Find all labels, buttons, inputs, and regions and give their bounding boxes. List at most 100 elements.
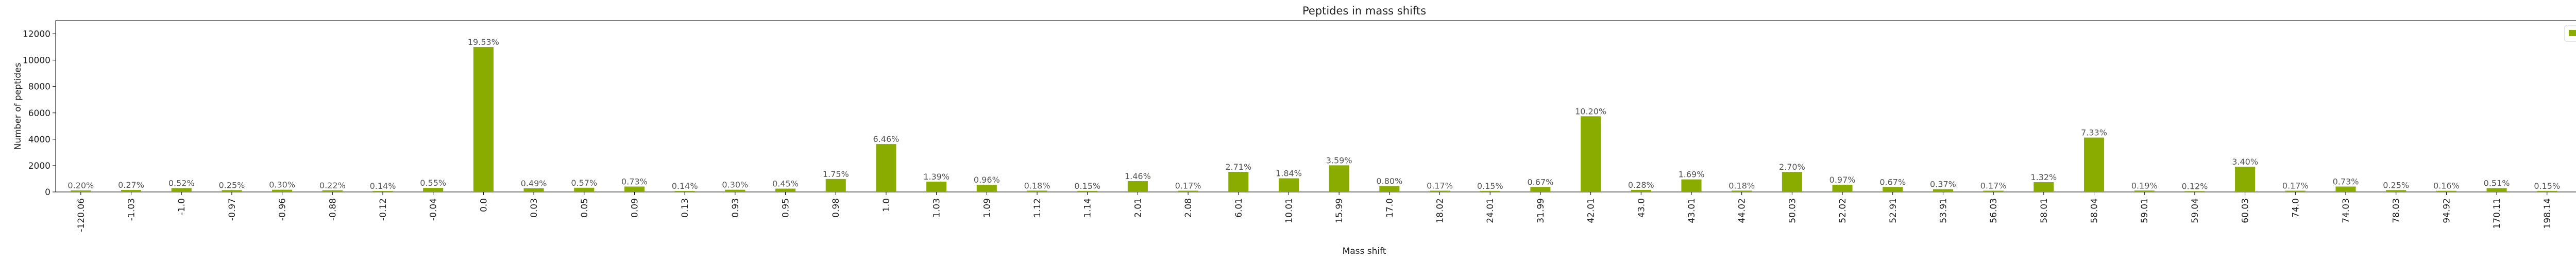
bar-label: 0.17% bbox=[1427, 181, 1453, 191]
x-tick-label: 1.0 bbox=[882, 198, 892, 212]
x-tick-label: 0.93 bbox=[731, 198, 741, 218]
bar-label: 0.30% bbox=[269, 180, 295, 190]
bar-label: 0.18% bbox=[1024, 181, 1050, 190]
bar-label: 1.75% bbox=[823, 169, 849, 179]
x-tick-label: 2.08 bbox=[1183, 198, 1194, 218]
x-tick-label: 10.01 bbox=[1284, 198, 1294, 223]
bar bbox=[2235, 167, 2256, 192]
bar-label: 0.17% bbox=[2282, 181, 2309, 191]
x-tick-label: 17.0 bbox=[1385, 198, 1395, 218]
bar-label: 0.73% bbox=[621, 177, 648, 187]
bar-label: 0.57% bbox=[571, 178, 597, 188]
bar-label: 1.32% bbox=[2030, 172, 2057, 182]
bar bbox=[2285, 190, 2306, 192]
x-tick-label: 18.02 bbox=[1435, 198, 1446, 223]
bar bbox=[2184, 191, 2205, 192]
bar-label: 0.15% bbox=[1477, 181, 1503, 191]
bar-label: 0.25% bbox=[2383, 180, 2409, 190]
bar bbox=[1480, 190, 1500, 192]
bar-label: 0.27% bbox=[118, 180, 144, 190]
bar bbox=[574, 187, 595, 192]
x-tick-label: 0.13 bbox=[680, 198, 690, 218]
x-tick-label: 60.03 bbox=[2241, 198, 2251, 223]
bar bbox=[1933, 189, 1953, 192]
bar bbox=[2537, 190, 2557, 192]
plot-frame bbox=[55, 20, 2576, 192]
bar bbox=[171, 188, 192, 192]
bar-label: 0.96% bbox=[974, 175, 1000, 185]
bar bbox=[372, 190, 393, 192]
bar-label: 0.49% bbox=[521, 179, 547, 188]
bar bbox=[1530, 187, 1551, 192]
x-tick-label: 42.01 bbox=[1586, 198, 1597, 223]
bar-label: 0.15% bbox=[2534, 181, 2560, 191]
bar bbox=[2033, 182, 2054, 192]
bar-label: 1.84% bbox=[1276, 169, 1302, 179]
x-tick-label: 58.01 bbox=[2039, 198, 2049, 223]
x-tick-label: 44.02 bbox=[1737, 198, 1748, 223]
x-tick-label: 0.05 bbox=[580, 198, 590, 218]
bar bbox=[725, 189, 745, 192]
bar-label: 0.73% bbox=[2333, 177, 2359, 187]
bar bbox=[1127, 181, 1148, 192]
bar-label: 0.18% bbox=[1728, 181, 1755, 190]
bar bbox=[121, 190, 142, 192]
x-tick-label: 6.01 bbox=[1234, 198, 1244, 218]
x-tick-label: 94.92 bbox=[2442, 198, 2452, 223]
bar bbox=[825, 179, 846, 192]
bar-label: 0.14% bbox=[672, 181, 698, 191]
bar bbox=[1732, 190, 1752, 192]
bar-label: 3.59% bbox=[1326, 155, 1352, 165]
x-tick-label: 0.95 bbox=[781, 198, 791, 218]
bar-label: 3.40% bbox=[2232, 157, 2258, 167]
bar bbox=[1631, 189, 1651, 192]
bar bbox=[1581, 116, 1601, 192]
bar bbox=[1983, 190, 2004, 192]
bar bbox=[1178, 190, 1198, 192]
y-tick-label: 6000 bbox=[28, 108, 50, 119]
bar bbox=[1681, 179, 1702, 192]
bar bbox=[473, 47, 494, 192]
y-axis-label: Number of peptides bbox=[13, 62, 23, 150]
bar bbox=[222, 190, 242, 192]
x-tick-label: 15.99 bbox=[1334, 198, 1345, 223]
bar bbox=[1329, 165, 1349, 192]
chart-title: Peptides in mass shifts bbox=[1302, 5, 1426, 17]
bar-label: 1.39% bbox=[923, 172, 950, 182]
bar-label: 2.71% bbox=[1225, 162, 1251, 172]
bar-label: 0.17% bbox=[1980, 181, 2007, 191]
bar-label: 6.46% bbox=[873, 134, 900, 144]
x-tick-label: 53.91 bbox=[1938, 198, 1948, 223]
bar bbox=[1782, 172, 1802, 192]
bar-label: 0.80% bbox=[1376, 176, 1402, 186]
x-tick-label: 52.91 bbox=[1888, 198, 1899, 223]
bar bbox=[2386, 190, 2406, 192]
bar-label: 0.22% bbox=[319, 181, 346, 190]
bar-label: 1.69% bbox=[1679, 170, 1705, 180]
bar bbox=[674, 190, 695, 192]
bar-label: 0.16% bbox=[2433, 181, 2460, 191]
bar bbox=[1832, 185, 1853, 192]
x-tick-label: -1.0 bbox=[177, 198, 187, 215]
x-tick-label: -0.12 bbox=[378, 198, 388, 221]
bar bbox=[1379, 186, 1400, 192]
bar bbox=[1430, 190, 1450, 192]
bar-label: 0.12% bbox=[2182, 181, 2208, 191]
bar bbox=[926, 182, 947, 192]
bar bbox=[624, 186, 645, 192]
x-tick-label: 56.03 bbox=[1989, 198, 1999, 223]
x-tick-label: 0.0 bbox=[479, 198, 489, 212]
x-tick-label: 31.99 bbox=[1536, 198, 1546, 223]
bar-label: 0.45% bbox=[772, 179, 799, 189]
x-tick-label: 1.12 bbox=[1032, 198, 1043, 218]
bar-label: 0.28% bbox=[1628, 180, 1654, 190]
x-tick-label: 198.14 bbox=[2543, 198, 2553, 229]
x-tick-label: 78.03 bbox=[2392, 198, 2402, 223]
bar-label: 0.67% bbox=[1879, 177, 1906, 187]
bar-label: 1.46% bbox=[1125, 171, 1151, 181]
bar bbox=[2486, 188, 2507, 192]
bar-label: 0.97% bbox=[1829, 175, 1856, 185]
y-tick-label: 2000 bbox=[28, 161, 50, 171]
x-tick-label: 0.98 bbox=[831, 198, 841, 218]
x-tick-label: -0.88 bbox=[328, 198, 338, 221]
